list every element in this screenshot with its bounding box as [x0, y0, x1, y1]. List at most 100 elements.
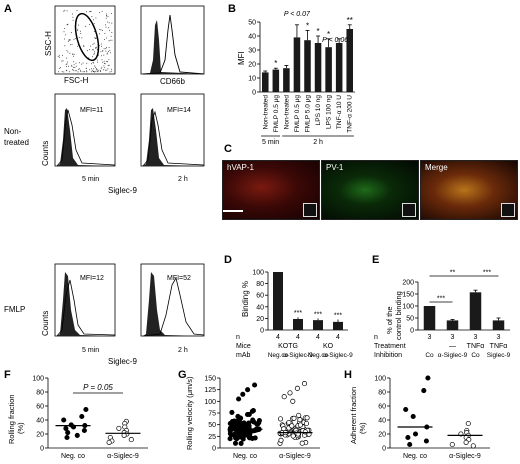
dotplot-point	[105, 69, 107, 71]
dotplot-point	[64, 38, 66, 40]
dotplot-point	[72, 16, 74, 18]
y-tick-label: 125	[204, 387, 216, 394]
panel-a: SSC-H FSC-H CD66b Non- treated FMLP MFI=…	[4, 5, 205, 366]
data-point	[289, 423, 295, 429]
bar	[492, 320, 505, 330]
n-value: 3	[451, 334, 455, 341]
dotplot-point	[109, 49, 111, 51]
chart-g: 0 25 50 75 100 125 150 Neg. co α-Siglec-9 Rolling…	[185, 376, 320, 460]
data-point	[405, 434, 411, 441]
inhibition-value: Co	[471, 352, 480, 359]
data-point	[281, 394, 287, 400]
data-point	[245, 387, 251, 393]
bar	[313, 320, 323, 330]
data-point	[242, 432, 249, 438]
dotplot-point	[108, 47, 110, 48]
data-point	[74, 432, 80, 438]
dotplot-point	[80, 69, 81, 71]
category-label: FMLP 5.0 μg	[305, 95, 312, 133]
dotplot-frame	[54, 5, 116, 75]
y-tick-label: 0	[40, 446, 44, 453]
n-value: 4	[316, 334, 320, 341]
dotplot-point	[91, 63, 93, 65]
dotplot-point	[61, 54, 63, 56]
inhibition-value: Co	[425, 352, 434, 359]
fsc-label: FSC-H	[64, 76, 89, 85]
dotplot-point	[104, 39, 106, 40]
y-axis-label: Rolling velocity (μm/s)	[185, 376, 194, 450]
category-label: α-Siglec-9	[107, 453, 139, 460]
dotplot-point	[75, 65, 77, 67]
dotplot-point	[89, 69, 91, 71]
dotplot-point	[68, 65, 70, 67]
dotplot-point	[63, 31, 65, 33]
y-tick-label: 40	[256, 304, 264, 311]
panel-label-f: F	[4, 369, 11, 381]
dotplot-point	[88, 57, 90, 59]
data-point	[83, 406, 89, 413]
dotplot-point	[86, 50, 88, 52]
dotplot-point	[73, 64, 75, 66]
hist-nt-5min-filled	[57, 108, 115, 166]
data-point	[240, 423, 246, 429]
panel-label-b: B	[228, 3, 236, 15]
panel-label-h: H	[344, 369, 352, 381]
data-point	[250, 408, 256, 414]
treatment-label: Treatment	[374, 343, 406, 350]
category-label: α-Siglec-9	[449, 453, 481, 460]
dotplot-point	[90, 45, 91, 47]
dotplot-point	[64, 9, 66, 11]
chart-h: 0 20 40 60 80 100 Neg. co α-Siglec-9 Adherent fr…	[349, 375, 490, 460]
data-point	[61, 417, 67, 423]
mab-row-label: mAb	[236, 352, 251, 359]
dotplot-point	[101, 59, 103, 61]
category-label: α-Siglec-9	[279, 453, 311, 460]
mfi-nt-2h: MFI=14	[167, 107, 191, 114]
dotplot-point	[108, 27, 110, 29]
dotplot-point	[61, 71, 63, 73]
dotplot-point	[73, 67, 74, 68]
mfi-nt-5min: MFI=11	[80, 107, 104, 114]
dotplot-point	[83, 46, 85, 47]
sig-mark: *	[306, 21, 309, 30]
category-label: Neg. co	[403, 453, 427, 460]
hist-fmlp-5min-open	[56, 279, 116, 337]
dotplot-point	[65, 63, 67, 65]
dotplot-point	[95, 47, 97, 49]
dotplot-point	[105, 50, 107, 52]
dotplot-point	[63, 10, 65, 12]
y-tick-label: 100	[374, 376, 386, 383]
dotplot-point	[66, 57, 67, 59]
bar	[293, 318, 303, 330]
y-tick-label: 20	[36, 432, 44, 439]
category-label: LPS 10 ng	[315, 95, 322, 126]
y-tick-label: 50	[208, 422, 216, 429]
dotplot-point	[75, 62, 77, 64]
panel-label-c: C	[224, 143, 232, 155]
dotplot-point	[101, 45, 103, 47]
n-value: 3	[428, 334, 432, 341]
y-tick-label: 80	[36, 390, 44, 397]
bar	[314, 43, 322, 92]
micrograph-pv1: PV-1	[321, 160, 419, 220]
data-point	[277, 416, 284, 422]
data-point	[465, 420, 471, 427]
data-point	[128, 437, 134, 443]
data-point	[407, 441, 413, 448]
y-axis-label: MFI	[237, 51, 246, 65]
dotplot-point	[96, 46, 98, 48]
dotplot-point	[92, 56, 94, 58]
data-point	[250, 418, 256, 424]
bar	[273, 272, 283, 330]
dotplot-point	[97, 70, 99, 72]
dotplot-point	[77, 28, 79, 30]
mab-label: Neg.co	[268, 352, 289, 359]
siglec9-label-1: Siglec-9	[108, 186, 137, 195]
dotplot-point	[94, 37, 96, 39]
dotplot-point	[111, 31, 113, 33]
data-point	[233, 430, 239, 436]
micrograph-inset-merge	[501, 203, 515, 217]
dotplot-point	[101, 55, 103, 57]
data-point	[425, 375, 431, 381]
data-point	[296, 412, 302, 418]
